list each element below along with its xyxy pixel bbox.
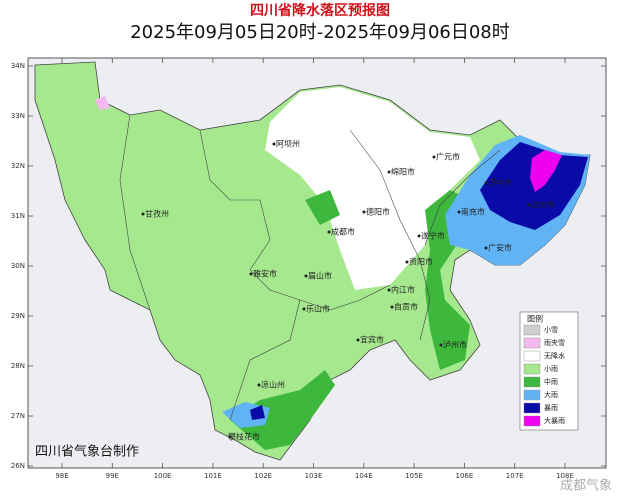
city-dot (272, 142, 276, 146)
lon-label: 101E (204, 472, 222, 480)
city-dot (390, 305, 394, 309)
lat-label: 32N (11, 162, 25, 170)
city-label: 攀枝花市 (228, 432, 260, 442)
watermark: 成都气象 (560, 478, 612, 494)
legend-swatch (523, 350, 541, 362)
city-label: 凉山州 (261, 380, 285, 390)
lat-label: 28N (11, 362, 25, 370)
legend-swatch (523, 402, 541, 414)
city-dot (304, 274, 308, 278)
lon-label: 105E (405, 472, 423, 480)
city-boundary (199, 129, 391, 311)
city-label: 乐山市 (306, 304, 330, 314)
lon-label: 108E (556, 472, 574, 480)
city-label: 内江市 (391, 285, 415, 295)
city-label: 宜宾市 (360, 335, 384, 345)
lon-label: 103E (305, 472, 323, 480)
city-dot (432, 155, 436, 159)
lat-label: 26N (11, 462, 25, 470)
lat-label: 33N (11, 112, 25, 120)
legend-label: 无降水 (544, 351, 565, 360)
city-label: 资阳市 (409, 257, 433, 267)
lon-label: 99E (106, 472, 119, 480)
lat-label: 30N (11, 262, 25, 270)
city-dot (527, 203, 531, 207)
city-label: 绵阳市 (391, 167, 415, 177)
rainstorm-south (250, 405, 265, 420)
city-label: 广安市 (488, 243, 512, 253)
city-dot (417, 234, 421, 238)
city-label: 成都市 (331, 227, 355, 237)
legend-label: 小雨 (544, 364, 558, 373)
moderate-rain-south (230, 370, 335, 450)
legend-swatch (523, 337, 541, 349)
legend-label: 小雪 (544, 325, 558, 334)
legend-swatch (523, 324, 541, 336)
legend-label: 暴雨 (544, 404, 558, 412)
city-boundary (424, 149, 501, 246)
legend-swatch (523, 376, 541, 388)
no-rain-area (265, 87, 480, 290)
city-dot (387, 288, 391, 292)
footer: 四川省气象台制作 (35, 444, 139, 460)
moderate-rain-west (305, 190, 340, 225)
city-boundary (229, 299, 301, 421)
lon-label: 98E (55, 472, 68, 480)
city-dot (439, 343, 443, 347)
city-dot (257, 383, 261, 387)
city-dot (387, 170, 391, 174)
city-boundary (349, 129, 431, 341)
city-dot (327, 230, 331, 234)
city-label: 自贡市 (394, 302, 418, 312)
city-label: 达州市 (531, 200, 555, 210)
city-dot (356, 338, 360, 342)
legend-label: 中雨 (544, 377, 558, 386)
legend-swatch (523, 363, 541, 375)
city-dot (249, 272, 253, 276)
city-dot (141, 212, 145, 216)
city-dot (484, 181, 488, 185)
lat-label: 27N (11, 412, 25, 420)
city-boundary (119, 114, 151, 311)
lon-label: 102E (254, 472, 272, 480)
lon-label: 106E (456, 472, 474, 480)
legend-label: 大暴雨 (544, 416, 565, 425)
lat-label: 29N (11, 312, 25, 320)
city-label: 阿坝州 (276, 140, 300, 149)
city-label: 德阳市 (366, 207, 390, 217)
heavy-rainstorm-area (530, 150, 562, 192)
title: 四川省降水落区预报图 (250, 2, 390, 19)
city-label: 巴中市 (488, 178, 512, 188)
city-dot (362, 210, 366, 214)
city-label: 甘孜州 (145, 209, 169, 219)
city-dot (484, 246, 488, 250)
city-label: 广元市 (436, 152, 460, 162)
legend-label: 大雨 (544, 390, 558, 399)
legend-title: 图例 (527, 314, 543, 324)
city-dot (457, 210, 461, 214)
snow-area (95, 96, 110, 110)
legend-swatch (523, 389, 541, 401)
lat-label: 31N (11, 212, 25, 220)
lon-label: 100E (154, 472, 172, 480)
legend-swatch (523, 415, 541, 427)
subtitle: 2025年09月05日20时-2025年09月06日08时 (130, 22, 510, 43)
lat-label: 34N (11, 62, 25, 70)
city-label: 泸州市 (443, 340, 467, 350)
city-label: 南充市 (461, 207, 485, 217)
city-label: 眉山市 (308, 271, 332, 281)
city-dot (228, 435, 232, 439)
lon-label: 104E (355, 472, 373, 480)
city-label: 雅安市 (253, 269, 277, 279)
lon-label: 107E (506, 472, 524, 480)
city-label: 遂宁市 (421, 231, 445, 241)
city-dot (302, 307, 306, 311)
legend-label: 雨夹雪 (544, 338, 565, 347)
city-dot (405, 260, 409, 264)
